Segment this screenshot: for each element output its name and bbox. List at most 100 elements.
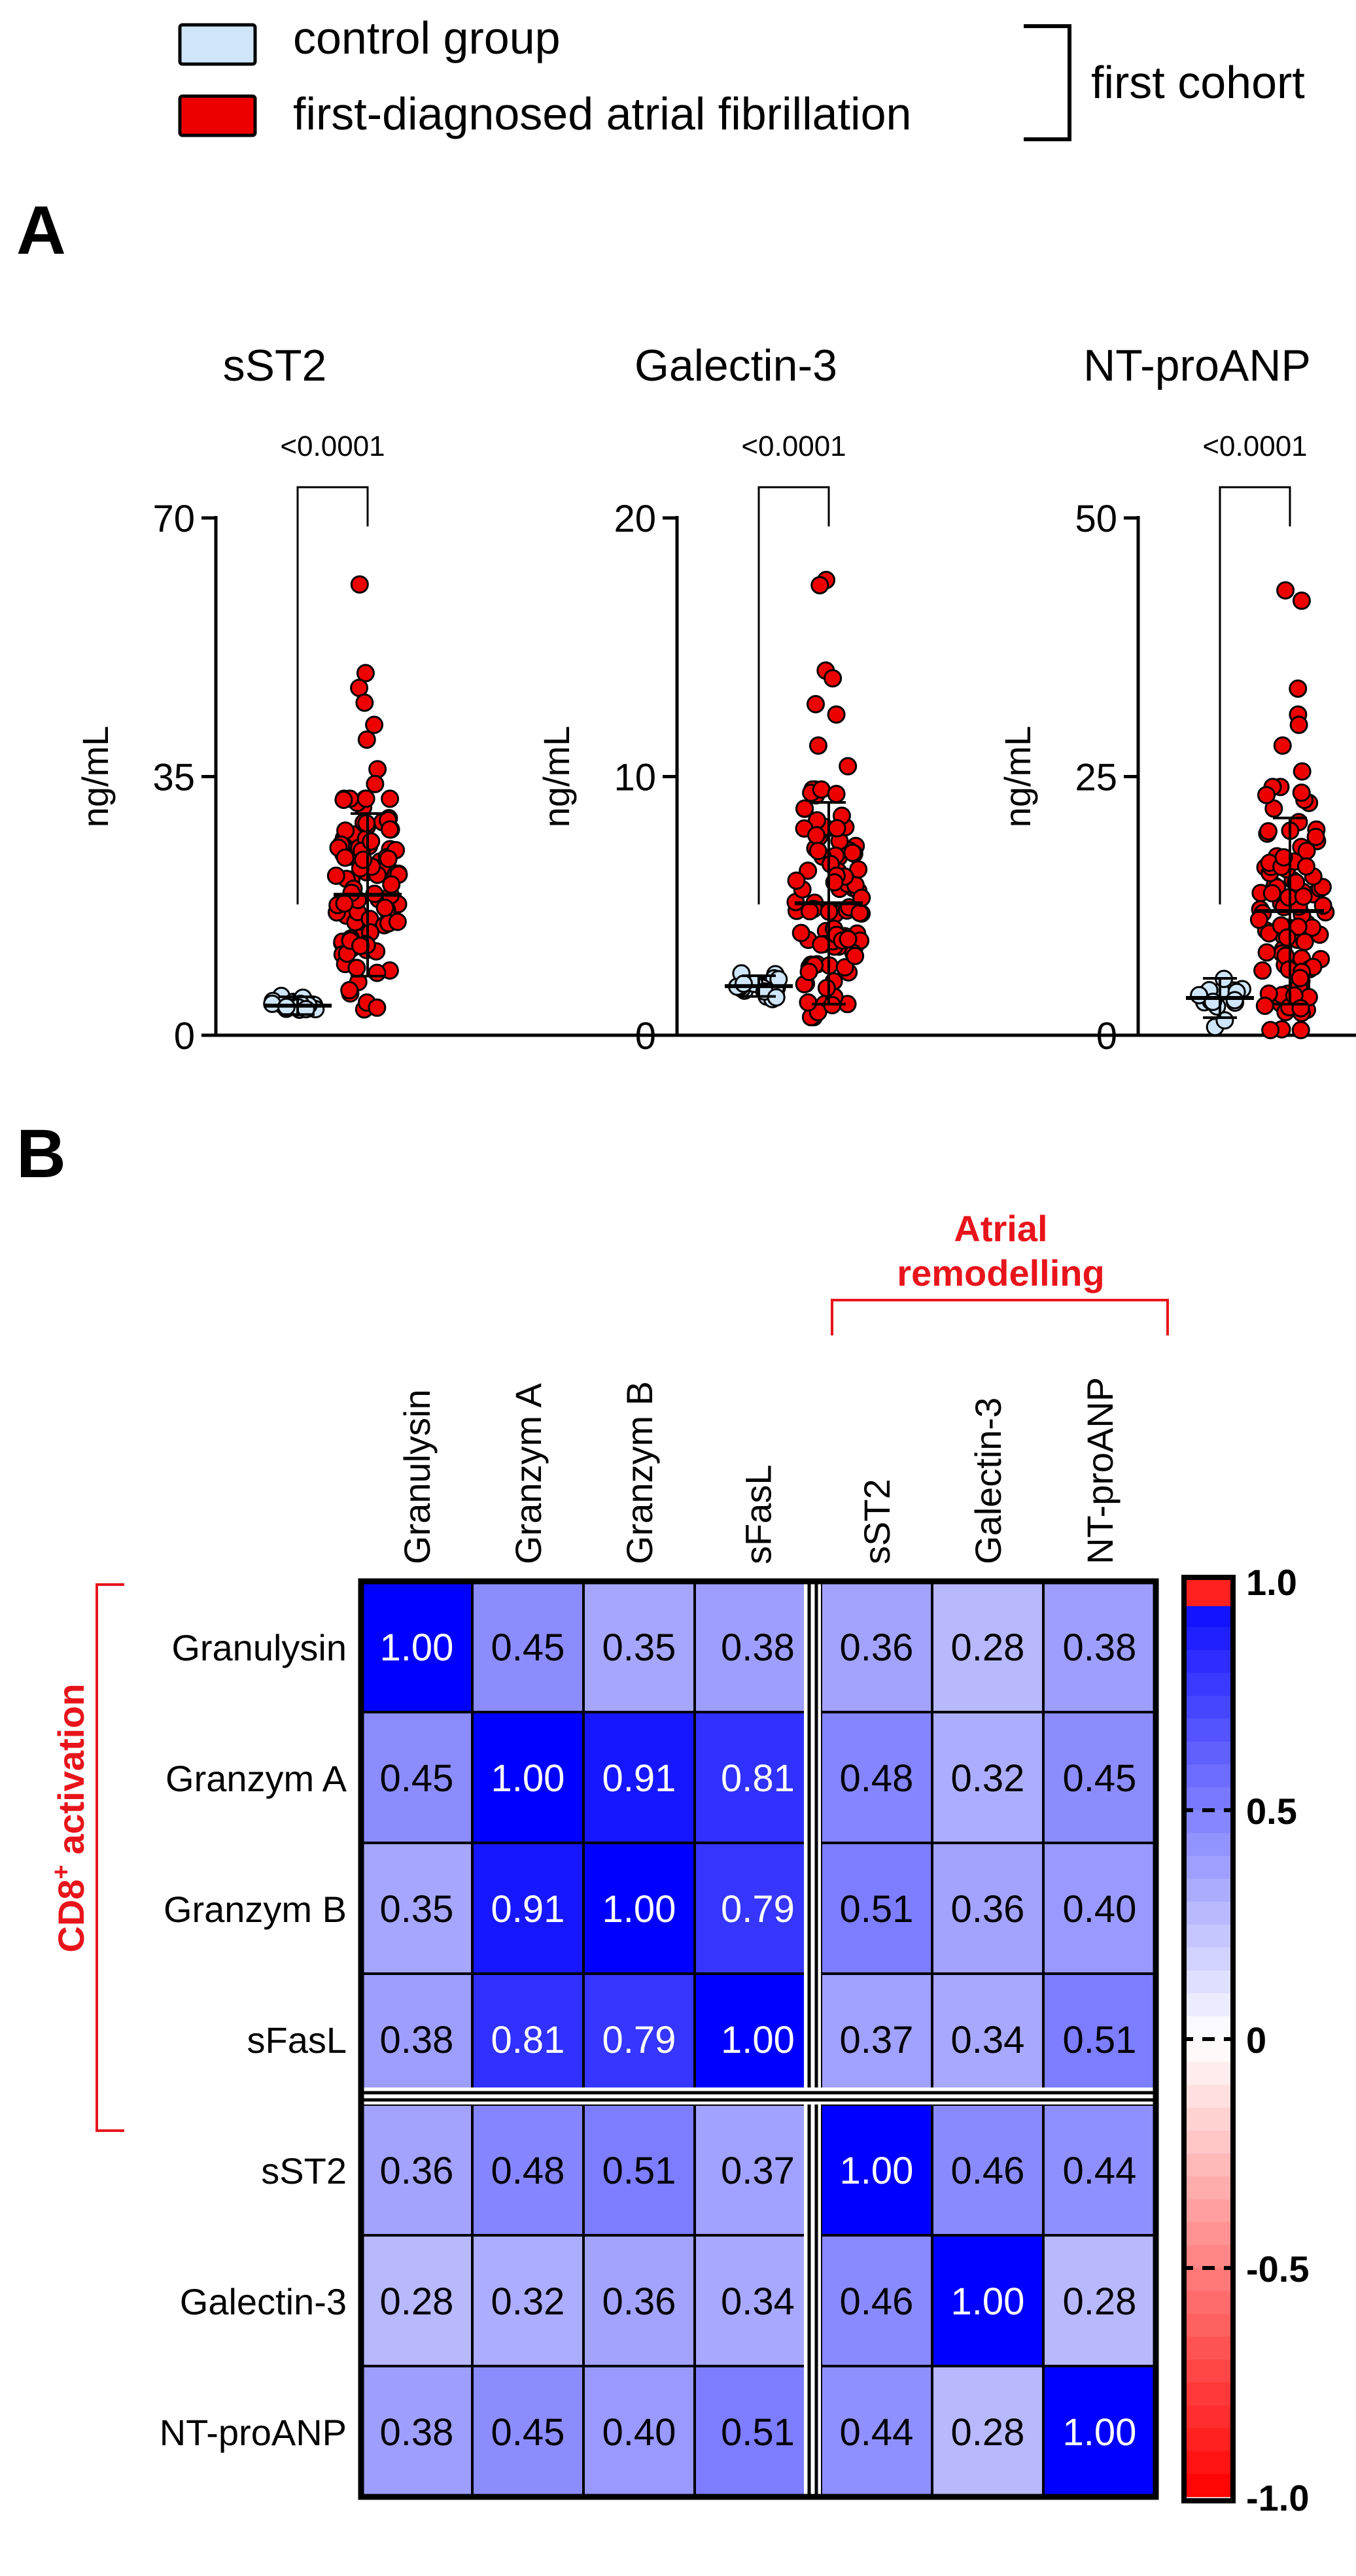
y-axis-label-group: ng/mL bbox=[997, 726, 1038, 828]
heatmap-cell bbox=[931, 2103, 1045, 2237]
heatmap-cell-value: 0.35 bbox=[380, 1888, 454, 1931]
colorbar-segment bbox=[1184, 1948, 1233, 1971]
colorbar-segment bbox=[1184, 1902, 1233, 1925]
af-data-point bbox=[347, 959, 366, 978]
af-data-point bbox=[1257, 943, 1276, 962]
af-data-point bbox=[1249, 910, 1268, 929]
heatmap-cell bbox=[471, 2365, 585, 2498]
af-data-point bbox=[795, 799, 814, 818]
af-data-point bbox=[1294, 887, 1313, 906]
af-data-point bbox=[1274, 848, 1293, 867]
control-data-point bbox=[734, 974, 753, 993]
group-separator-horizontal bbox=[361, 2087, 1156, 2104]
colorbar-segment bbox=[1184, 1925, 1233, 1948]
heatmap-row-label: Granzym A bbox=[165, 1758, 347, 1799]
heatmap-col-label: Granzym A bbox=[508, 1382, 549, 1564]
heatmap-col-label-group: Granzym B bbox=[619, 1381, 660, 1564]
heatmap-cell-value: 0.38 bbox=[380, 2411, 454, 2454]
heatmap-cell bbox=[1042, 2365, 1157, 2498]
colorbar-segment bbox=[1184, 2108, 1233, 2131]
y-axis-label: ng/mL bbox=[536, 726, 577, 828]
af-data-point bbox=[1296, 857, 1315, 876]
af-data-point bbox=[357, 730, 376, 749]
heatmap-col-label: NT-proANP bbox=[1079, 1377, 1121, 1564]
colorbar-segment bbox=[1184, 1673, 1233, 1696]
heatmap-cell-value: 0.51 bbox=[721, 2411, 795, 2454]
panel-a-letter: A bbox=[16, 192, 66, 269]
af-data-point bbox=[381, 789, 400, 808]
heatmap-cell-value: 0.79 bbox=[721, 1888, 795, 1931]
colorbar-tick-label: -1.0 bbox=[1246, 2477, 1310, 2518]
cd8-superscript: + bbox=[48, 1864, 75, 1879]
af-data-point bbox=[356, 664, 375, 683]
af-data-point bbox=[846, 946, 865, 965]
af-data-point bbox=[1291, 969, 1310, 987]
heatmap-cell bbox=[931, 1711, 1045, 1844]
heatmap-cell bbox=[471, 1842, 585, 1975]
colorbar-segment bbox=[1184, 1993, 1233, 2017]
af-data-point bbox=[827, 705, 846, 724]
colorbar-segment bbox=[1184, 2314, 1233, 2337]
heatmap-cell-value: 0.38 bbox=[721, 1626, 795, 1669]
colorbar-tick-label: 1.0 bbox=[1246, 1562, 1297, 1603]
heatmap-cell-value: 0.32 bbox=[951, 1757, 1025, 1800]
heatmap-cell-value: 0.46 bbox=[840, 2280, 914, 2323]
af-data-point bbox=[1293, 762, 1312, 781]
heatmap-cell-value: 0.36 bbox=[840, 1626, 914, 1669]
af-data-point bbox=[787, 871, 806, 890]
colorbar-tick-label: -0.5 bbox=[1246, 2248, 1310, 2290]
af-data-point bbox=[1291, 1021, 1310, 1040]
colorbar-segment bbox=[1184, 2360, 1233, 2383]
plot-title: sST2 bbox=[223, 341, 327, 390]
plot-title: Galectin-3 bbox=[635, 341, 837, 390]
af-data-point bbox=[799, 963, 818, 982]
plot-title: NT-proANP bbox=[1083, 341, 1311, 390]
heatmap-col-label-group: Galectin-3 bbox=[967, 1398, 1009, 1564]
heatmap-cell bbox=[693, 1711, 822, 1844]
af-data-point bbox=[335, 894, 354, 913]
af-data-point bbox=[1257, 785, 1276, 804]
af-data-point bbox=[388, 912, 407, 931]
p-value-label: <0.0001 bbox=[741, 430, 846, 462]
heatmap-cell-value: 1.00 bbox=[602, 1888, 676, 1931]
af-data-point bbox=[1306, 827, 1325, 846]
heatmap-cell bbox=[582, 1972, 696, 2106]
heatmap-cell-value: 0.28 bbox=[380, 2280, 454, 2323]
significance-bracket bbox=[296, 486, 369, 904]
colorbar-segment bbox=[1184, 2382, 1233, 2406]
heatmap-cell-value: 0.38 bbox=[1063, 1626, 1137, 1669]
legend-bracket-label: first cohort bbox=[1091, 57, 1305, 108]
heatmap-col-label: Granzym B bbox=[619, 1381, 660, 1564]
colorbar-segment bbox=[1184, 2039, 1233, 2063]
colorbar-segment bbox=[1184, 2062, 1233, 2086]
af-data-point bbox=[1262, 884, 1281, 902]
heatmap-cell-value: 1.00 bbox=[951, 2280, 1025, 2323]
col-group-label-line2: remodelling bbox=[897, 1252, 1104, 1294]
af-data-point bbox=[351, 936, 370, 955]
dot-plot-3: NT-proANP 0 25 50 ng/mL <0.0001 bbox=[997, 341, 1356, 1057]
heatmap-cell bbox=[820, 2234, 933, 2367]
heatmap-cell-value: 1.00 bbox=[721, 2019, 795, 2061]
af-data-point bbox=[850, 903, 869, 922]
heatmap-cell-value: 0.36 bbox=[380, 2150, 454, 2192]
af-data-point bbox=[1292, 591, 1311, 610]
heatmap-cell-value: 0.51 bbox=[602, 2150, 676, 2192]
heatmap-cell-value: 0.32 bbox=[491, 2280, 565, 2323]
colorbar-segment bbox=[1184, 1604, 1233, 1628]
heatmap-cell bbox=[820, 2365, 933, 2498]
colorbar-segment bbox=[1184, 2428, 1233, 2452]
heatmap-cell-value: 0.45 bbox=[491, 1626, 565, 1669]
colorbar-segment bbox=[1184, 1719, 1233, 1742]
colorbar-segment bbox=[1184, 1627, 1233, 1651]
af-data-point bbox=[368, 998, 387, 1017]
heatmap-cell-value: 1.00 bbox=[491, 1757, 565, 1800]
af-data-point bbox=[1292, 783, 1311, 802]
heatmap-cell-value: 0.38 bbox=[380, 2019, 454, 2061]
legend-swatch-af bbox=[178, 94, 257, 137]
af-data-point bbox=[368, 963, 387, 982]
colorbar-segment bbox=[1184, 2268, 1233, 2292]
heatmap-cell-value: 0.28 bbox=[1063, 2280, 1137, 2323]
af-data-point bbox=[354, 850, 373, 869]
af-data-point bbox=[835, 958, 854, 977]
heatmap-cell-value: 0.37 bbox=[721, 2150, 795, 2192]
